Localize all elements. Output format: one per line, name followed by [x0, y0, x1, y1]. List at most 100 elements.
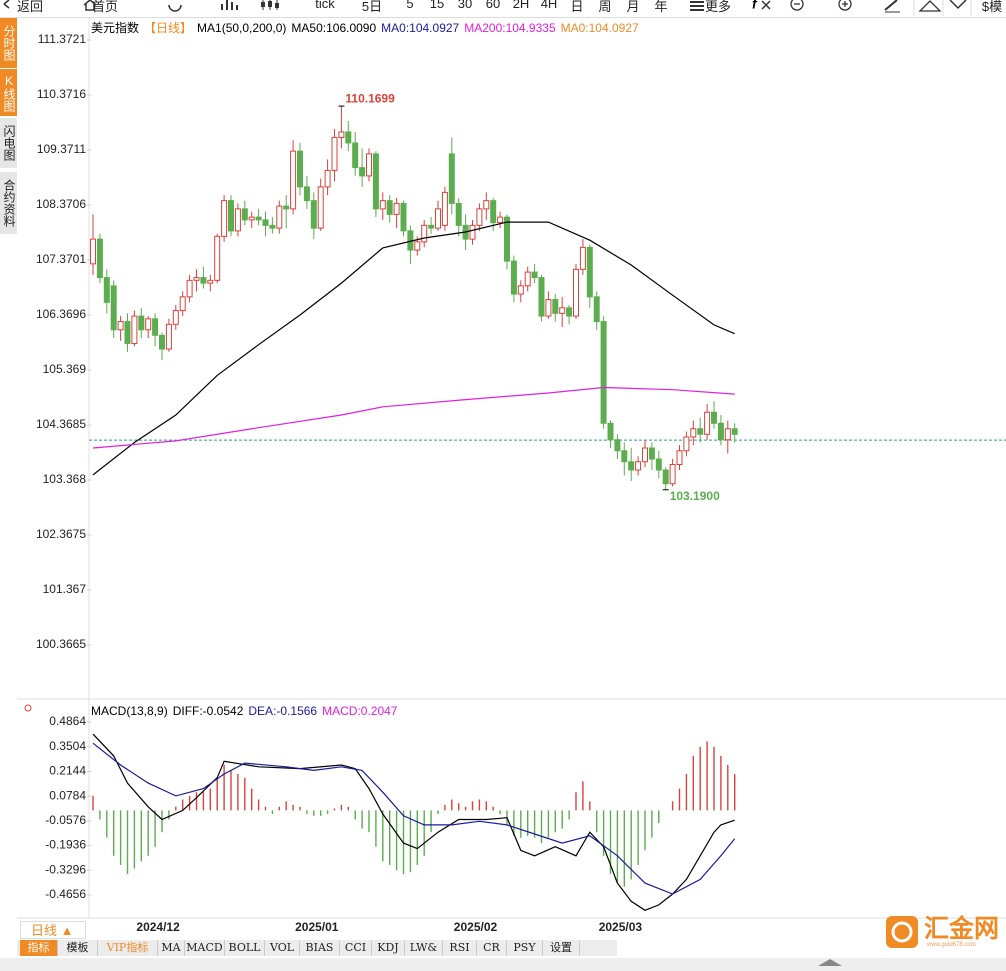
indicator-tab[interactable]: KDJ: [372, 940, 405, 956]
candle-body: [697, 428, 704, 435]
candle-body: [179, 296, 186, 312]
candle-body: [628, 461, 635, 471]
candle-body: [324, 169, 331, 188]
indicator-tab[interactable]: MA: [158, 940, 185, 956]
indicator-tab[interactable]: PSY: [507, 940, 543, 956]
candle-body: [345, 131, 352, 144]
candle-body: [621, 450, 628, 463]
candle-body: [476, 208, 483, 226]
annotation: 110.1699: [345, 91, 395, 105]
sidebar-tab[interactable]: 合约资料: [0, 172, 17, 234]
candle-body: [566, 307, 573, 317]
triangle-icon[interactable]: [918, 0, 942, 12]
candle-body: [359, 167, 366, 177]
indicator-tab[interactable]: RSI: [443, 940, 477, 956]
candle-body: [303, 186, 310, 202]
candle-body: [600, 321, 607, 424]
y-tick-label: 0.3504: [49, 739, 86, 753]
x-tick-label: 2025/01: [295, 920, 339, 934]
sidebar-tab[interactable]: 闪电图: [0, 118, 17, 168]
toolbar-button[interactable]: 首页: [91, 0, 119, 14]
toolbar-button[interactable]: 5日: [361, 0, 383, 14]
bottom-strip: [0, 958, 1006, 971]
indicator-tab[interactable]: BOLL: [225, 940, 265, 956]
candle-body: [545, 299, 552, 317]
indicator-tab[interactable]: 指标: [20, 940, 58, 956]
y-tick-label: 103.368: [43, 472, 87, 486]
candle-body: [455, 202, 462, 226]
toolbar-button[interactable]: 15: [429, 0, 445, 11]
indicator-tab[interactable]: VIP指标: [98, 940, 158, 956]
candle-body: [704, 411, 711, 435]
sidebar-tab[interactable]: 分时图: [0, 18, 17, 68]
indicator-tab[interactable]: BIAS: [300, 940, 340, 956]
candle-body: [586, 246, 593, 298]
candle-body: [559, 307, 566, 314]
home-icon[interactable]: [83, 0, 97, 11]
candle-body: [642, 447, 648, 463]
toolbar-button[interactable]: 4H: [540, 0, 558, 11]
candle-body: [138, 315, 145, 331]
candle-body: [614, 439, 621, 452]
candle-body: [400, 202, 407, 232]
candle-body: [366, 153, 372, 177]
candle-body: [593, 296, 600, 323]
candle-body: [255, 216, 262, 221]
candle-body: [510, 260, 517, 295]
candle-body: [428, 224, 435, 229]
candle-body: [441, 191, 448, 226]
x-tick-label: 2025/02: [454, 920, 498, 934]
zoom-in-icon[interactable]: [838, 0, 852, 11]
toolbar-button[interactable]: 2H: [512, 0, 530, 11]
candle-body: [110, 285, 117, 331]
toolbar-button[interactable]: 更多: [704, 0, 732, 14]
sidebar-tab[interactable]: K线图: [0, 69, 17, 116]
fx-icon[interactable]: f: [752, 0, 758, 12]
toolbar-button[interactable]: 30: [457, 0, 473, 11]
toolbar-button[interactable]: 60: [485, 0, 501, 11]
chevron-icon[interactable]: [949, 0, 967, 10]
pen-icon[interactable]: [884, 0, 898, 11]
indicator-tab[interactable]: VOL: [265, 940, 300, 956]
toolbar-button[interactable]: 5: [406, 0, 414, 11]
logo-glyph: [891, 921, 913, 943]
y-tick-label: 101.367: [43, 582, 87, 596]
more-icon[interactable]: [690, 1, 704, 11]
candle-body: [573, 268, 579, 317]
candle-body: [662, 469, 669, 485]
candle-body: [524, 271, 531, 287]
refresh-icon[interactable]: [168, 4, 182, 12]
bars-icon[interactable]: [221, 0, 238, 10]
y-tick-label: 106.3696: [36, 307, 86, 321]
candle-body: [193, 277, 200, 281]
toolbar-button[interactable]: 周: [598, 0, 612, 14]
back-icon[interactable]: [3, 0, 10, 9]
toolbar-button[interactable]: 年: [654, 0, 668, 14]
candle-body: [214, 235, 221, 281]
period-select[interactable]: 日线 ▲: [20, 921, 86, 939]
toolbar-button[interactable]: $模: [981, 0, 1003, 14]
candle-body: [676, 450, 683, 465]
zoom-in-plus: [842, 1, 848, 7]
indicator-tab[interactable]: 模板: [58, 940, 98, 956]
legend-item: MACD:0.2047: [322, 704, 398, 718]
zoom-out-icon[interactable]: [790, 0, 804, 11]
legend-item: DEA:-0.1566: [248, 704, 318, 718]
toolbar-button[interactable]: tick: [315, 0, 335, 11]
toolbar-button[interactable]: 返回: [16, 0, 44, 14]
toolbar-button[interactable]: 月: [626, 0, 640, 14]
indicator-tab[interactable]: 设置: [543, 940, 580, 956]
x-tick-label: 2025/03: [599, 920, 643, 934]
fx-icon-x: [761, 0, 771, 10]
toolbar-button[interactable]: 日: [570, 0, 584, 14]
candle-body: [690, 428, 697, 438]
indicator-tab[interactable]: CR: [477, 940, 507, 956]
candle-body: [635, 461, 642, 471]
candle-body: [276, 205, 283, 229]
candle-body: [283, 205, 290, 210]
collapse-arrow[interactable]: [818, 959, 842, 966]
indicator-tab[interactable]: MACD: [185, 940, 225, 956]
indicator-tab[interactable]: CCI: [340, 940, 372, 956]
candle-body: [131, 315, 138, 345]
indicator-tab[interactable]: LW&: [405, 940, 443, 956]
